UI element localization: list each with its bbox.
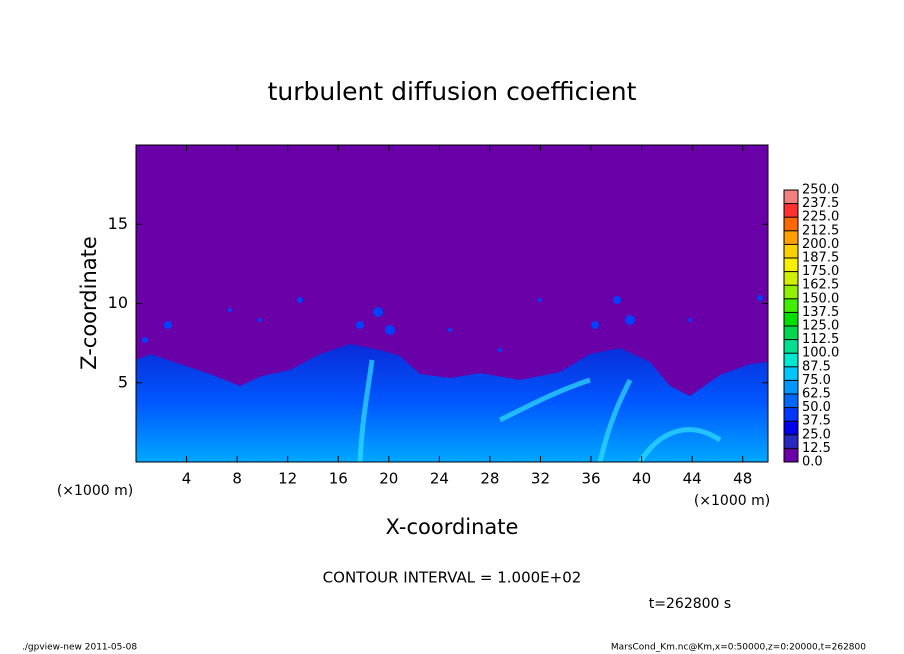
colorbar-segment [784,366,798,381]
colorbar-label: 200.0 [802,237,839,252]
footer-left: ./gpview-new 2011-05-08 [22,643,137,653]
colorbar-segment [784,298,798,313]
colorbar-segment [784,353,798,367]
x-tick-label: 16 [329,470,348,488]
x-tick-label: 36 [581,470,600,488]
x-tick-label: 44 [683,470,702,488]
colorbar-label: 212.5 [802,223,839,238]
x-unit: (×1000 m) [694,493,770,509]
colorbar-label: 175.0 [802,264,839,279]
colorbar-label: 162.5 [802,278,839,293]
colorbar-segment [784,380,798,394]
x-tick-label: 4 [182,470,192,488]
colorbar-label: 250.0 [802,183,839,198]
colorbar-segment [784,217,798,231]
colorbar-segment [784,244,798,258]
y-axis-label: Z-coordinate [77,236,101,370]
x-tick-label: 28 [480,470,499,488]
colorbar-segment [784,285,798,299]
y-tick-label: 10 [108,293,128,312]
colorbar-label: 187.5 [802,251,839,266]
colorbar-segment [784,190,798,204]
chart-title: turbulent diffusion coefficient [268,77,637,106]
colorbar-segment [784,271,798,286]
colorbar-label: 37.5 [802,414,831,429]
annotation: CONTOUR INTERVAL = 1.000E+02 [323,569,582,587]
colorbar-label: 237.5 [802,196,839,211]
x-tick-label: 48 [733,470,752,488]
x-tick-label: 40 [632,470,651,488]
colorbar-segment [784,230,798,245]
colorbar-segment [784,421,798,435]
field-streak [357,359,722,464]
colorbar-label: 12.5 [802,441,831,456]
colorbar-label: 75.0 [802,373,831,388]
x-tick-label: 20 [379,470,398,488]
colorbar-label: 137.5 [802,305,839,320]
colorbar-segment [784,407,798,422]
y-tick-label: 15 [108,214,128,233]
colorbar-label: 87.5 [802,359,831,374]
colorbar-label: 225.0 [802,210,839,225]
colorbar-segment [784,434,798,449]
y-tick-label: 5 [118,372,128,391]
colorbar-segment [784,258,798,272]
field [136,145,768,464]
field-spots [142,295,763,352]
colorbar-segment [784,203,798,218]
colorbar-segment [784,394,798,408]
x-tick-label: 12 [278,470,297,488]
y-unit: (×1000 m) [57,483,133,499]
colorbar-label: 100.0 [802,346,839,361]
colorbar-label: 150.0 [802,291,839,306]
colorbar-label: 0.0 [802,455,823,470]
colorbar-label: 50.0 [802,400,831,415]
x-tick-label: 32 [531,470,550,488]
colorbar-segment [784,312,798,326]
footer-right: MarsCond_Km.nc@Km,x=0:50000,z=0:20000,t=… [611,643,866,653]
x-tick-label: 8 [232,470,242,488]
colorbar-label: 25.0 [802,427,831,442]
colorbar-label: 125.0 [802,319,839,334]
x-axis-label: X-coordinate [386,515,519,539]
colorbar-segment [784,448,798,462]
colorbar-segment [784,326,798,340]
colorbar-segment [784,339,798,354]
time-label: t=262800 s [649,596,731,612]
colorbar-label: 112.5 [802,332,839,347]
x-tick-label: 24 [430,470,449,488]
colorbar-label: 62.5 [802,387,831,402]
